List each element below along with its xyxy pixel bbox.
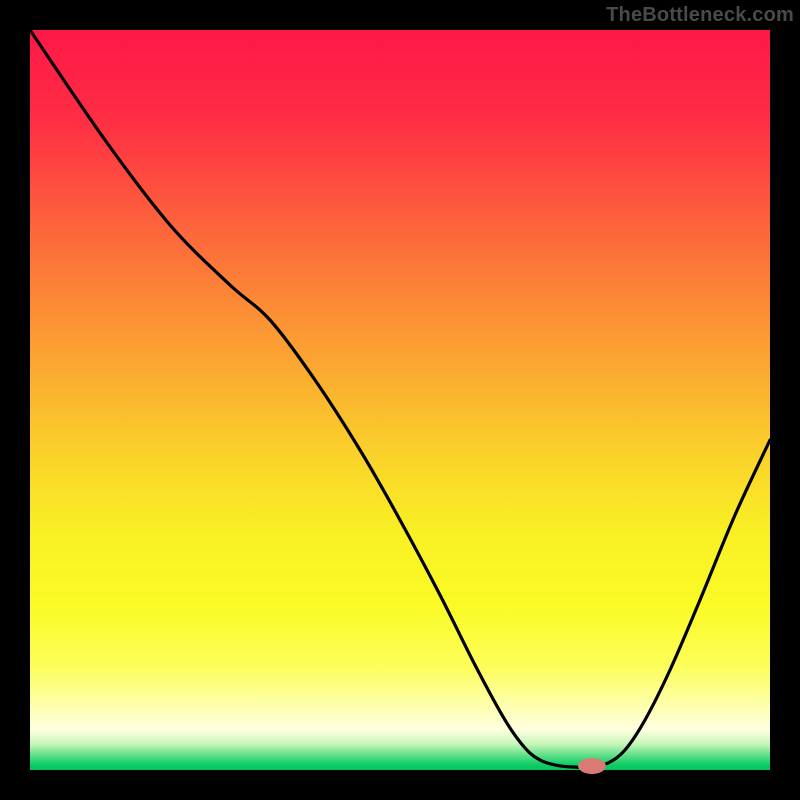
bottleneck-curve-chart xyxy=(0,0,800,800)
plot-background xyxy=(30,30,770,770)
optimal-point-marker xyxy=(578,758,606,774)
chart-container: TheBottleneck.com xyxy=(0,0,800,800)
